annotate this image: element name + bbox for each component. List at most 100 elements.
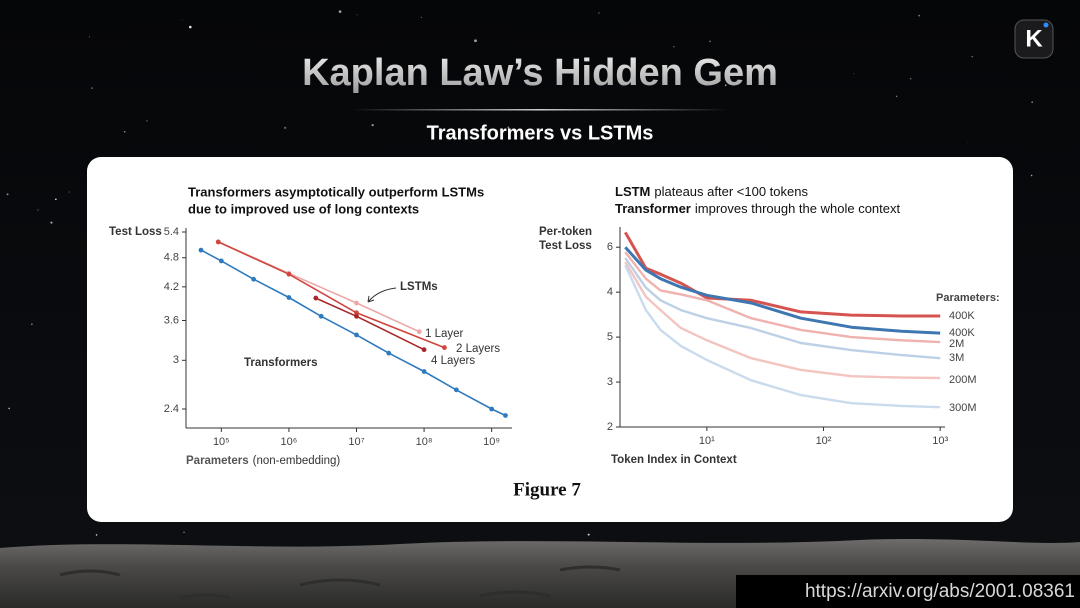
title-rule (350, 109, 730, 111)
x-axis-label-sub: (non-embedding) (253, 455, 341, 467)
annotation-arrow (367, 287, 397, 303)
source-url: https://arxiv.org/abs/2001.08361 (805, 581, 1075, 602)
y-axis-label: Test Loss (539, 240, 592, 252)
star (909, 77, 912, 80)
star (724, 84, 727, 87)
x-tick-label: 10⁹ (483, 436, 500, 448)
data-point (354, 310, 359, 316)
data-point (386, 350, 392, 356)
legend-label: 400K (949, 327, 975, 339)
series-line (624, 257, 941, 360)
logo-dot (1043, 22, 1049, 28)
data-point (416, 329, 422, 335)
figure-caption: Figure 7 (513, 479, 581, 500)
series-label: Transformers (244, 357, 318, 369)
y-tick-label: 4 (607, 286, 613, 298)
data-point (354, 313, 359, 319)
series-line (624, 251, 941, 344)
data-point (421, 347, 427, 353)
data-point (503, 413, 508, 418)
star (710, 82, 713, 85)
craters (59, 565, 621, 600)
logo-box (1014, 19, 1054, 59)
star (95, 534, 98, 536)
logo: K (1025, 25, 1043, 52)
star (356, 14, 358, 16)
x-tick-label: 10⁷ (348, 436, 364, 448)
star (507, 126, 510, 129)
data-point (354, 300, 359, 306)
star (971, 55, 973, 58)
y-tick-label: 5 (607, 331, 613, 343)
star (181, 19, 183, 21)
star (91, 87, 93, 89)
star (123, 130, 126, 133)
stars (6, 10, 1033, 536)
star (673, 45, 675, 48)
x-axis-label-main: Parameters (186, 455, 249, 467)
x-tick-label: 10⁵ (213, 436, 230, 448)
star (420, 16, 422, 18)
star (587, 533, 590, 536)
star (967, 142, 969, 144)
star (31, 323, 33, 325)
series-line (217, 241, 445, 349)
star (37, 209, 39, 211)
star (89, 36, 91, 38)
x-tick-label: 10⁶ (281, 436, 298, 448)
y-tick-label: 3 (607, 376, 613, 388)
legend-title: Parameters: (936, 292, 1000, 304)
data-point (251, 276, 256, 282)
chart-title-line: Transformer improves through the whole co… (615, 201, 900, 216)
legend-label: 300M (949, 402, 977, 414)
data-point (354, 332, 359, 338)
x-tick-label: 10⁸ (416, 436, 433, 448)
figure-card (87, 157, 1013, 522)
star (853, 73, 855, 75)
data-point (318, 313, 324, 319)
series-line (624, 264, 941, 409)
star (709, 40, 711, 43)
star (68, 191, 70, 193)
chart-title-line: Transformers asymptotically outperform L… (188, 184, 484, 199)
chart-title-line: LSTM plateaus after <100 tokens (615, 184, 808, 199)
star (338, 10, 342, 14)
x-tick-label: 10³ (932, 435, 948, 447)
star (6, 193, 9, 196)
legend-label: 2M (949, 338, 964, 350)
y-tick-label: 5.4 (164, 226, 179, 238)
series-line (624, 261, 941, 380)
star (371, 124, 374, 127)
x-axis-label: Token Index in Context (611, 454, 737, 466)
x-axis-label: Parameters (non-embedding) (186, 455, 340, 467)
data-point (198, 247, 204, 253)
star (895, 95, 898, 98)
y-tick-label: 3 (173, 354, 179, 366)
x-tick-label: 10² (816, 435, 832, 447)
star (183, 531, 185, 534)
data-point (453, 387, 459, 393)
y-tick-label: 4.2 (164, 281, 179, 293)
data-point (489, 406, 495, 412)
y-axis-label: Per-token (539, 226, 592, 238)
legend-label: 400K (949, 310, 975, 322)
chart-title-text: improves through the whole context (695, 201, 901, 216)
data-point (218, 258, 224, 264)
slide-title: Kaplan Law’s Hidden Gem (302, 52, 778, 94)
star (8, 407, 10, 410)
data-point (313, 295, 319, 301)
star (1031, 101, 1033, 103)
annotation: LSTMs (400, 281, 438, 293)
star (918, 14, 921, 17)
chart-title-line: due to improved use of long contexts (188, 201, 419, 216)
star (284, 126, 287, 129)
y-tick-label: 2 (607, 421, 613, 433)
y-tick-label: 4.8 (164, 252, 179, 264)
data-point (286, 271, 292, 277)
y-axis-label: Test Loss (109, 226, 162, 238)
series-line (624, 246, 941, 335)
star (188, 25, 192, 29)
star (598, 12, 600, 14)
star (50, 221, 53, 224)
